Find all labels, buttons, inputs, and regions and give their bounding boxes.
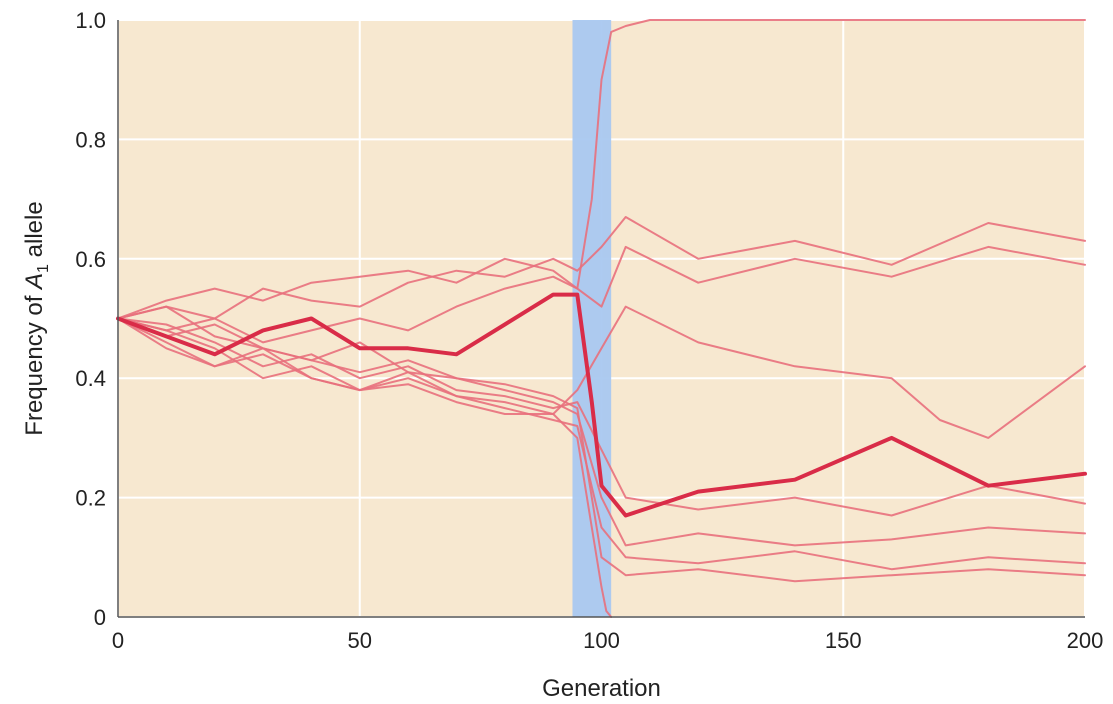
x-tick-label: 0 xyxy=(112,628,124,653)
y-axis-label-allele: A xyxy=(21,273,48,291)
y-axis-label-suffix: allele xyxy=(21,201,48,264)
y-tick-labels: 0 0.2 0.4 0.6 0.8 1.0 xyxy=(75,8,106,630)
x-tick-label: 200 xyxy=(1067,628,1104,653)
y-axis-label-prefix: Frequency of xyxy=(21,289,48,436)
y-tick-label: 0.4 xyxy=(75,366,106,391)
y-tick-label: 0 xyxy=(94,605,106,630)
series-line-6 xyxy=(117,317,1086,517)
y-tick-label: 0.6 xyxy=(75,247,106,272)
y-axis-label-subscript: 1 xyxy=(35,264,52,273)
series-line-7 xyxy=(117,305,1086,547)
series-line-9 xyxy=(117,317,1086,583)
y-tick-label: 0.8 xyxy=(75,127,106,152)
series-line-4 xyxy=(117,245,1086,344)
x-tick-label: 100 xyxy=(583,628,620,653)
x-tick-labels: 0 50 100 150 200 xyxy=(112,628,1103,653)
x-axis-label: Generation xyxy=(542,675,661,702)
y-tick-label: 0.2 xyxy=(75,486,106,511)
series-line-3 xyxy=(117,216,1086,320)
series-lines xyxy=(116,19,1087,618)
x-tick-label: 150 xyxy=(825,628,862,653)
series-line-5 xyxy=(117,305,1086,439)
x-tick-label: 50 xyxy=(348,628,372,653)
y-axis-label: Frequency of A1 allele xyxy=(21,201,52,435)
series-line-8 xyxy=(117,317,1086,571)
series-line-highlight xyxy=(116,292,1087,518)
series-line-1 xyxy=(117,19,1086,320)
y-tick-label: 1.0 xyxy=(75,8,106,33)
